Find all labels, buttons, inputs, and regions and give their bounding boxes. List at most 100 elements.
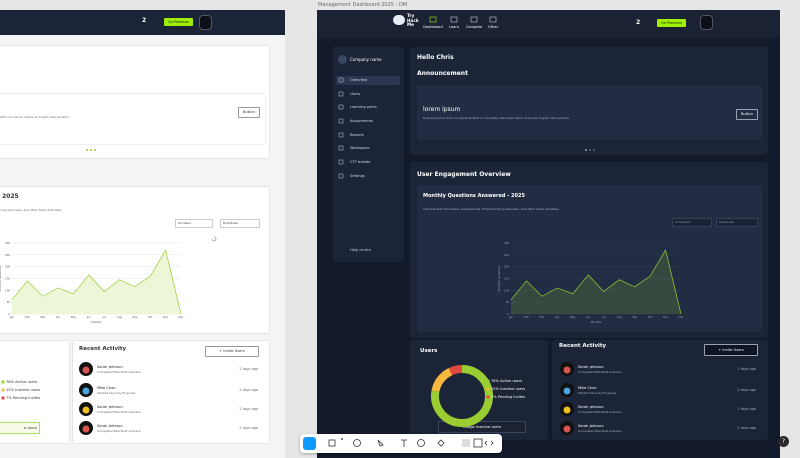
y-tick-label: 250 — [504, 253, 509, 257]
y-tick-label: 0 — [8, 312, 10, 316]
body-fragment: with non cillum dolore eu fugiat nulla p… — [0, 115, 70, 119]
activity-time: 2 days ago — [239, 367, 258, 371]
x-tick-label: Jun — [86, 315, 91, 319]
nav-item[interactable]: Compete — [465, 25, 483, 29]
user-avatar-face — [82, 425, 90, 433]
card — [552, 340, 768, 440]
y-tick-label: 200 — [504, 265, 509, 269]
legend-label: 7% Pending invites — [6, 396, 40, 400]
announcement-button[interactable]: Button — [736, 109, 758, 120]
x-tick-label: Jul — [601, 315, 605, 319]
user-action: Started Security Engineer — [97, 391, 136, 395]
dropdown[interactable]: All Users — [175, 219, 213, 228]
user-action: Completed BlackCat scenario — [97, 429, 141, 433]
x-tick-label: Jul — [102, 315, 106, 319]
activity-time: 2 days ago — [239, 388, 258, 392]
y-tick-label: 50 — [7, 300, 11, 304]
premium-button[interactable]: Go Premium — [164, 18, 193, 26]
y-tick-label: 0 — [507, 312, 509, 316]
carousel-dot — [90, 149, 92, 151]
chart-description: Includes SOC simulators, assignments, th… — [423, 207, 560, 211]
x-tick-label: Aug — [617, 315, 622, 319]
line — [11, 249, 182, 315]
help-centre: Help centre — [350, 248, 371, 252]
dropdown[interactable]: Dropdown — [716, 218, 758, 227]
nav-item[interactable]: Learn — [448, 25, 460, 29]
legend-swatch — [1, 380, 5, 384]
x-tick-label: May — [71, 315, 77, 319]
x-tick-label: May — [570, 315, 576, 319]
dropdown[interactable]: Dropdown — [220, 219, 260, 228]
activity-time: 2 days ago — [239, 426, 258, 430]
menu-item[interactable]: Users — [350, 91, 361, 96]
nav-icon — [450, 16, 458, 23]
y-tick-label: 50 — [506, 300, 510, 304]
activity-time: 2 days ago — [239, 407, 258, 411]
legend-swatch — [486, 387, 490, 391]
activity-time: 2 days ago — [737, 367, 756, 371]
y-tick-label: 300 — [5, 241, 10, 245]
legend-label: 78% Active users — [6, 380, 37, 384]
nav-item[interactable]: Dashboard — [423, 25, 443, 29]
menu-icon — [338, 77, 344, 83]
announcement-heading: lorem ipsum — [423, 106, 461, 113]
menu-item[interactable]: Reports — [350, 132, 364, 137]
inner-card — [417, 85, 762, 140]
menu-item[interactable]: Settings — [350, 173, 365, 178]
nav-item[interactable]: Other — [487, 25, 499, 29]
announcement-title: Announcement — [417, 70, 468, 77]
menu-item[interactable]: CTF builder — [350, 159, 371, 164]
move-tool[interactable] — [303, 437, 316, 450]
x-tick-label: Apr — [555, 315, 560, 319]
chart-title: Monthly Questions Answered - 2025 — [423, 193, 525, 199]
description-fragment: ning exercises, and other team activitie… — [0, 208, 63, 212]
invite-button[interactable]: + Invite Users — [205, 346, 259, 357]
carousel-dot — [86, 149, 88, 151]
announcement-button[interactable]: Button — [238, 107, 260, 118]
light-navbar — [0, 10, 285, 35]
x-tick-label: Oct — [648, 315, 653, 319]
dropdown[interactable]: Dropdown — [672, 218, 712, 227]
premium-button[interactable]: Go Premium — [657, 19, 686, 27]
legend-label: 15% Inactive users — [491, 387, 525, 391]
nav-icon — [470, 16, 478, 23]
x-tick-label: Nov — [163, 315, 169, 319]
avatar[interactable] — [700, 15, 713, 30]
legend-label: 78% Active users — [491, 379, 522, 383]
frame-label: Management Dashboard 2025 - DM — [318, 2, 408, 8]
x-tick-label: Mar — [539, 315, 545, 319]
menu-icon — [338, 91, 344, 97]
user-name: Sarah Johnson — [578, 405, 604, 409]
invite-button[interactable]: + Invite Users — [704, 344, 758, 356]
y-axis-label: Monthly questions — [0, 265, 2, 291]
light-card — [72, 340, 270, 444]
menu-item[interactable]: Workspace — [350, 145, 370, 150]
y-tick-label: 100 — [504, 288, 509, 292]
x-axis-label: Months — [591, 320, 602, 324]
x-tick-label: Apr — [56, 315, 61, 319]
user-avatar-face — [82, 366, 90, 374]
nudge-fragment[interactable]: e users — [0, 422, 40, 434]
legend-swatch — [486, 379, 490, 383]
x-axis-label: Months — [91, 320, 102, 324]
x-tick-label: Nov — [663, 315, 669, 319]
y-tick-label: 200 — [5, 265, 10, 269]
user-action: Completed BlackCat scenario — [97, 370, 141, 374]
help-button[interactable]: ? — [778, 436, 789, 447]
menu-item[interactable]: Assignments — [350, 118, 374, 123]
loading-spinner — [211, 236, 217, 242]
x-tick-label: Dec — [178, 315, 184, 319]
toolbar-icons — [328, 438, 494, 448]
y-tick-label: 150 — [5, 277, 10, 281]
user-name: Sarah Johnson — [97, 424, 123, 428]
x-tick-label: Feb — [25, 315, 30, 319]
menu-item[interactable]: Overview — [350, 77, 367, 82]
users-title: Users — [420, 348, 438, 354]
avatar[interactable] — [199, 15, 212, 30]
x-tick-label: Sep — [132, 315, 137, 319]
line — [510, 249, 682, 315]
donut-segment — [431, 365, 493, 427]
menu-item[interactable]: Learning paths — [350, 104, 377, 109]
y-tick-label: 100 — [5, 288, 10, 292]
